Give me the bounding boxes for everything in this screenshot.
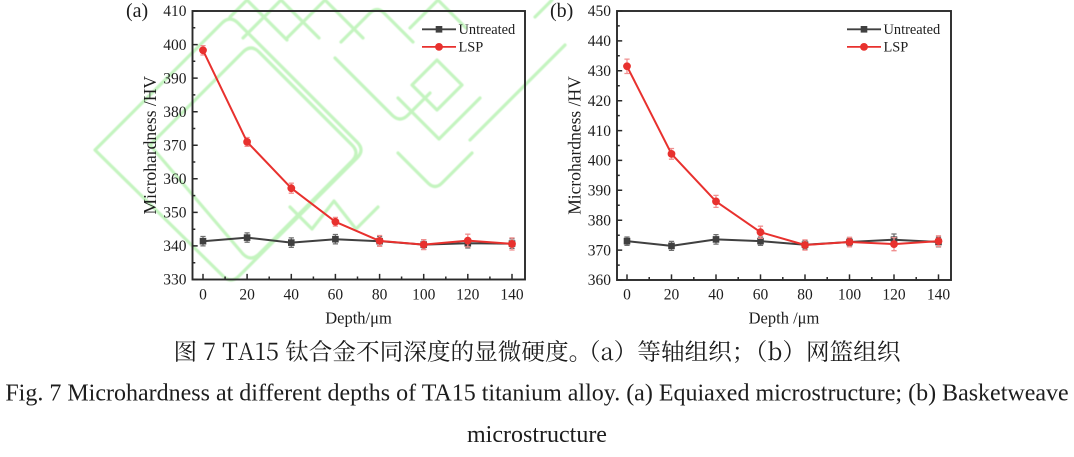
svg-text:80: 80 <box>372 287 388 304</box>
svg-text:140: 140 <box>927 287 951 304</box>
svg-text:140: 140 <box>500 287 524 304</box>
svg-text:410: 410 <box>588 123 612 140</box>
svg-text:430: 430 <box>588 63 612 80</box>
svg-text:microstructure: microstructure <box>467 422 607 448</box>
svg-text:370: 370 <box>163 138 187 155</box>
svg-text:Fig. 7 Microhardness at differ: Fig. 7 Microhardness at different depths… <box>5 381 1068 407</box>
svg-text:350: 350 <box>163 205 187 222</box>
svg-text:440: 440 <box>588 33 612 50</box>
svg-text:Depth/μm: Depth/μm <box>325 309 392 328</box>
svg-text:360: 360 <box>163 171 187 188</box>
svg-text:80: 80 <box>797 287 813 304</box>
svg-text:390: 390 <box>163 70 187 87</box>
svg-text:Untreated: Untreated <box>459 22 517 38</box>
svg-text:100: 100 <box>412 287 436 304</box>
svg-text:420: 420 <box>588 93 612 110</box>
svg-text:370: 370 <box>588 242 612 259</box>
svg-text:380: 380 <box>588 212 612 229</box>
svg-text:410: 410 <box>163 3 187 20</box>
svg-text:360: 360 <box>588 272 612 289</box>
svg-text:400: 400 <box>163 37 187 54</box>
svg-text:100: 100 <box>838 287 862 304</box>
svg-text:450: 450 <box>588 3 612 20</box>
svg-text:0: 0 <box>623 287 631 304</box>
svg-text:LSP: LSP <box>459 40 484 56</box>
svg-text:LSP: LSP <box>884 40 909 56</box>
svg-text:20: 20 <box>239 287 255 304</box>
svg-text:120: 120 <box>882 287 906 304</box>
svg-text:60: 60 <box>753 287 769 304</box>
svg-text:390: 390 <box>588 183 612 200</box>
svg-text:380: 380 <box>163 104 187 121</box>
svg-text:20: 20 <box>664 287 680 304</box>
svg-text:(a): (a) <box>126 0 148 22</box>
svg-text:Microhardness /HV: Microhardness /HV <box>565 76 585 215</box>
svg-text:330: 330 <box>163 272 187 289</box>
svg-text:0: 0 <box>199 287 207 304</box>
svg-text:(b): (b) <box>550 0 573 22</box>
svg-text:400: 400 <box>588 153 612 170</box>
svg-text:Microhardness /HV: Microhardness /HV <box>140 76 160 215</box>
svg-text:120: 120 <box>456 287 480 304</box>
svg-text:60: 60 <box>328 287 344 304</box>
svg-text:40: 40 <box>284 287 300 304</box>
svg-text:Untreated: Untreated <box>884 22 942 38</box>
svg-text:40: 40 <box>708 287 724 304</box>
svg-text:Depth /μm: Depth /μm <box>749 309 820 328</box>
svg-text:340: 340 <box>163 238 187 255</box>
